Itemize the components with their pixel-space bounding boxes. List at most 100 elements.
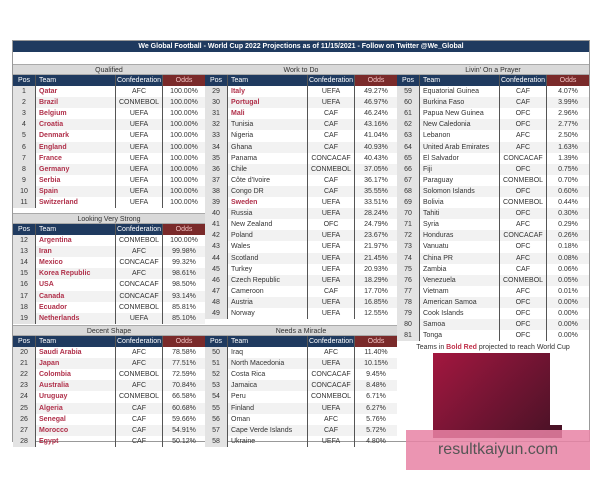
team-cell: Saudi Arabia [36, 347, 116, 359]
column-header-row: Pos Team Confederation Odds [205, 336, 397, 348]
confederation-cell: AFC [500, 252, 547, 264]
team-cell: American Samoa [420, 296, 500, 308]
team-cell: Burkina Faso [420, 97, 500, 109]
confederation-cell: UEFA [116, 197, 163, 209]
confederation-cell: UEFA [116, 174, 163, 186]
odds-cell: 100.00% [170, 154, 198, 162]
pos-cell: 64 [397, 141, 420, 153]
confederation-cell: UEFA [116, 108, 163, 120]
confederation-cell: CAF [308, 119, 355, 131]
pos-cell: 56 [205, 413, 228, 425]
pos-cell: 52 [205, 369, 228, 381]
header-odds: Odds [163, 336, 205, 348]
confederation-cell: OFC [500, 185, 547, 198]
team-cell: Denmark [36, 130, 116, 142]
team-cell: Spain [36, 185, 116, 198]
table-row: 53 Jamaica CONCACAF 8.48% [205, 380, 397, 392]
confederation-cell: CONMEBOL [116, 369, 163, 381]
table-row: 63 Lebanon AFC 2.50% [397, 130, 589, 142]
confederation-cell: AFC [500, 219, 547, 231]
table-row: 73 Vanuatu OFC 0.18% [397, 241, 589, 253]
odds-cell: 98.61% [163, 268, 205, 280]
confederation-cell: CONMEBOL [500, 274, 547, 286]
odds-cell: 100.00% [163, 97, 205, 109]
confederation-cell: CONCACAF [308, 380, 355, 392]
odds-cell: 100.00% [163, 163, 205, 175]
table-row: 33 Nigeria CAF 41.04% [205, 130, 397, 142]
table-row: 66 Fiji OFC 0.75% [397, 163, 589, 175]
table-row: 67 Paraguay CONMEBOL 0.70% [397, 174, 589, 186]
section-title: Needs a Miracle [205, 325, 397, 336]
odds-cell: 60.68% [163, 402, 205, 414]
table-row: 15 Korea Republic AFC 98.61% [13, 268, 205, 280]
table-row: 50 Iraq AFC 11.40% [205, 347, 397, 359]
team-cell: Tahiti [420, 208, 500, 220]
table-row: 31 Mali CAF 46.24% [205, 108, 397, 120]
pos-cell: 2 [13, 97, 36, 109]
team-cell: China PR [420, 252, 500, 264]
header-team: Team [36, 75, 116, 87]
odds-cell: 43.16% [355, 119, 397, 131]
table-row: 25 Algeria CAF 60.68% [13, 402, 205, 414]
pos-cell: 77 [397, 285, 420, 297]
confederation-cell: CONCACAF [116, 257, 163, 269]
header-team: Team [228, 336, 308, 348]
confederation-cell: UEFA [308, 307, 355, 320]
odds-cell: 0.05% [547, 274, 589, 286]
team-cell: Argentina [36, 235, 116, 247]
team-cell: Belgium [36, 108, 116, 120]
odds-cell: 85.10% [163, 312, 205, 324]
confederation-cell: CONMEBOL [308, 163, 355, 175]
pos-cell: 48 [205, 296, 228, 308]
confederation-cell: UEFA [308, 435, 355, 447]
pos-cell: 78 [397, 296, 420, 308]
pos-cell: 63 [397, 130, 420, 142]
table-row: 35 Panama CONCACAF 40.43% [205, 152, 397, 164]
team-cell: Switzerland [36, 197, 116, 209]
confederation-cell: CAF [308, 174, 355, 186]
team-cell: Qatar [36, 86, 116, 98]
pos-cell: 74 [397, 252, 420, 264]
table-row: 9 Serbia UEFA 100.00% [13, 174, 205, 186]
legend-highlight: Bold Red [446, 344, 477, 351]
team-cell: Venezuela [420, 274, 500, 286]
team-cell: Senegal [36, 413, 116, 425]
table-row: 18 Ecuador CONMEBOL 85.81% [13, 301, 205, 313]
table-row: 27 Morocco CAF 54.91% [13, 424, 205, 436]
team-cell: New Zealand [228, 219, 308, 231]
table-row: 8 Germany UEFA 100.00% [13, 163, 205, 175]
odds-cell: 93.14% [163, 290, 205, 302]
confederation-cell: CAF [116, 424, 163, 436]
confederation-cell: UEFA [308, 208, 355, 220]
team-cell: Serbia [36, 174, 116, 186]
table-row: 6 England UEFA 100.00% [13, 141, 205, 153]
team-cell: Costa Rica [228, 369, 308, 381]
pos-cell: 75 [397, 263, 420, 275]
confederation-cell: CAF [500, 263, 547, 275]
header-confederation: Confederation [116, 75, 163, 87]
odds-cell: 46.24% [364, 110, 388, 118]
team-cell: Canada [36, 290, 116, 302]
table-row: 62 New Caledonia OFC 2.77% [397, 119, 589, 131]
confederation-cell: OFC [500, 208, 547, 220]
table-row: 40 Russia UEFA 28.24% [205, 208, 397, 220]
table-row: 23 Australia AFC 70.84% [13, 380, 205, 392]
pos-cell: 13 [13, 246, 36, 258]
pos-cell: 3 [13, 108, 36, 120]
confederation-cell: AFC [500, 141, 547, 153]
table-row: 70 Tahiti OFC 0.30% [397, 208, 589, 220]
confederation-cell: CAF [308, 285, 355, 297]
column-header-row: Pos Team Confederation Odds [205, 75, 397, 87]
page-title: We Global Football - World Cup 2022 Proj… [13, 41, 589, 52]
pos-cell: 8 [13, 163, 36, 175]
pos-cell: 45 [205, 263, 228, 275]
odds-cell: 0.70% [558, 176, 578, 184]
pos-cell: 11 [13, 197, 36, 209]
section-looking-very-strong: Looking Very Strong Pos Team Confederati… [13, 213, 205, 324]
table-row: 39 Sweden UEFA 33.51% [205, 197, 397, 209]
pos-cell: 36 [205, 163, 228, 175]
odds-cell: 35.55% [355, 185, 397, 198]
header-team: Team [36, 224, 116, 236]
pos-cell: 44 [205, 252, 228, 264]
team-cell: Czech Republic [228, 274, 308, 286]
